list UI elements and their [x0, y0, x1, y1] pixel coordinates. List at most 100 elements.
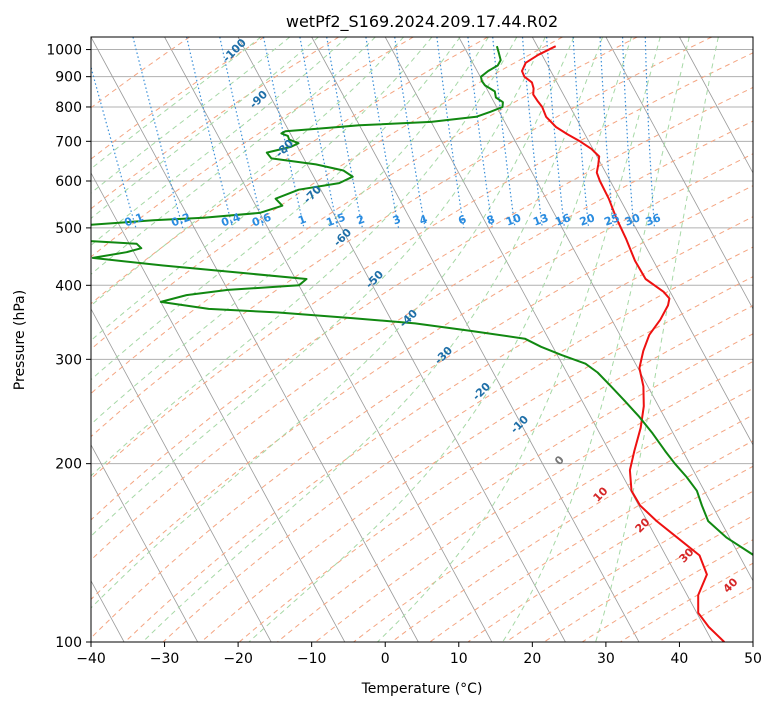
- isotherm-line: [752, 37, 753, 38]
- moist-adiabat-line: [502, 37, 690, 642]
- mixing-ratio-label: 8: [485, 213, 497, 228]
- moist-adiabat-line: [91, 37, 433, 342]
- x-axis-label: Temperature (°C): [361, 681, 483, 697]
- mixing-ratio-line: [467, 37, 493, 228]
- dry-adiabat-line: [658, 585, 753, 642]
- mixing-ratio-line: [492, 37, 516, 228]
- background-lines: [91, 37, 753, 642]
- mixing-ratio-line: [365, 37, 400, 229]
- dry-adiabat-line: [543, 515, 753, 642]
- moist-adiabat-line: [91, 37, 461, 381]
- x-tick-label: 0: [381, 651, 390, 667]
- dry-adiabat-line: [620, 562, 753, 642]
- dry-adiabat-line: [315, 360, 753, 642]
- dry-adiabat-line: [91, 52, 753, 480]
- isotherm-line: [384, 37, 713, 642]
- mixing-ratio-line: [394, 37, 426, 229]
- dry-adiabat-line: [91, 86, 753, 521]
- mixing-ratio-label: 20: [578, 211, 597, 229]
- x-tick-label: 30: [597, 651, 615, 667]
- x-tick-label: 40: [671, 651, 689, 667]
- dry-adiabat-label: 20: [633, 515, 653, 535]
- isotherm-line: [458, 37, 753, 582]
- y-tick-label: 800: [55, 100, 82, 116]
- moist-adiabat-line: [248, 37, 632, 642]
- y-tick-label: 300: [55, 352, 82, 368]
- mixing-ratio-label: 0.1: [123, 211, 146, 230]
- dry-adiabat-line: [91, 37, 340, 210]
- x-tick-label: 20: [523, 651, 541, 667]
- mixing-ratio-label: 0.4: [219, 210, 242, 229]
- axis-ticks: −40 −30 −20 −10 0 10 20 30 40 5010020030040050060…: [46, 43, 762, 667]
- moist-adiabat-line: [91, 37, 291, 194]
- mixing-ratio-label: 13: [531, 211, 550, 228]
- dry-adiabat-line: [162, 246, 753, 642]
- isotherm-line: [91, 444, 199, 642]
- dry-adiabat-label: -90: [247, 88, 270, 111]
- dry-adiabat-line: [91, 153, 753, 601]
- moist-adiabat-line: [91, 37, 489, 425]
- mixing-ratio-line: [622, 37, 635, 228]
- plot-frame: [90, 36, 754, 643]
- dry-adiabat-line: [91, 37, 489, 305]
- mixing-ratio-label: 6: [456, 212, 468, 227]
- dry-adiabat-line: [391, 414, 753, 642]
- isotherm-line: [91, 172, 346, 642]
- mixing-ratio-line: [132, 37, 184, 229]
- dry-adiabat-line: [91, 37, 414, 258]
- moist-adiabat-line: [595, 37, 719, 642]
- mixing-ratio-label: 16: [553, 211, 572, 229]
- mixing-ratio-line: [546, 37, 565, 228]
- dry-adiabat-line: [429, 440, 753, 642]
- dry-adiabat-label: -50: [363, 268, 386, 291]
- isotherm-line: [91, 308, 272, 642]
- moist-adiabat-line: [91, 37, 348, 246]
- mixing-ratio-label: 0.6: [250, 210, 273, 229]
- mixing-ratio-label: 30: [623, 211, 642, 229]
- moist-adiabat-line: [91, 37, 546, 537]
- mixing-ratio-label: 4: [418, 212, 430, 227]
- mixing-ratio-line: [91, 65, 137, 229]
- dry-adiabat-label: 30: [677, 545, 697, 565]
- line-labels: -100-90-80-70-60-50-40-30-20-10010203040…: [123, 36, 741, 596]
- dry-adiabat-label: -20: [470, 380, 493, 403]
- y-tick-label: 500: [55, 221, 82, 237]
- dry-adiabat-label: -40: [397, 307, 420, 330]
- dry-adiabat-label: 40: [721, 575, 741, 595]
- dry-adiabat-line: [91, 120, 753, 561]
- dry-adiabat-label: -30: [432, 344, 455, 367]
- isotherm-line: [605, 37, 753, 310]
- isotherm-line: [91, 37, 419, 642]
- chart-title: wetPf2_S169.2024.209.17.44.R02: [286, 12, 558, 32]
- mixing-ratio-line: [572, 37, 590, 228]
- mixing-ratio-label: 1.5: [325, 211, 348, 230]
- x-tick-label: −10: [297, 651, 327, 667]
- mixing-ratio-line: [186, 37, 234, 229]
- y-tick-label: 100: [55, 635, 82, 651]
- x-tick-label: 10: [450, 651, 468, 667]
- mixing-ratio-label: 36: [644, 211, 663, 229]
- dry-adiabat-line: [91, 37, 563, 350]
- y-tick-label: 200: [55, 457, 82, 473]
- isotherm-line: [679, 37, 753, 174]
- moist-adiabat-line: [91, 37, 518, 477]
- dry-adiabat-label: -100: [220, 36, 249, 65]
- x-tick-label: −40: [76, 651, 106, 667]
- moist-adiabat-line: [377, 37, 661, 642]
- dry-adiabat-line: [505, 490, 753, 642]
- x-tick-label: −30: [150, 651, 180, 667]
- mixing-ratio-label: 2: [355, 213, 367, 228]
- mixing-ratio-line: [521, 37, 543, 228]
- isotherm-line: [531, 37, 753, 446]
- dry-adiabat-line: [91, 37, 190, 109]
- mixing-ratio-label: 10: [504, 211, 523, 229]
- y-tick-label: 700: [55, 134, 82, 150]
- moist-adiabat-line: [91, 37, 575, 609]
- mixing-ratio-line: [219, 37, 264, 229]
- moist-adiabat-line: [91, 37, 404, 307]
- dry-adiabat-line: [91, 37, 713, 438]
- isotherm-line: [237, 37, 566, 642]
- y-tick-label: 400: [55, 278, 82, 294]
